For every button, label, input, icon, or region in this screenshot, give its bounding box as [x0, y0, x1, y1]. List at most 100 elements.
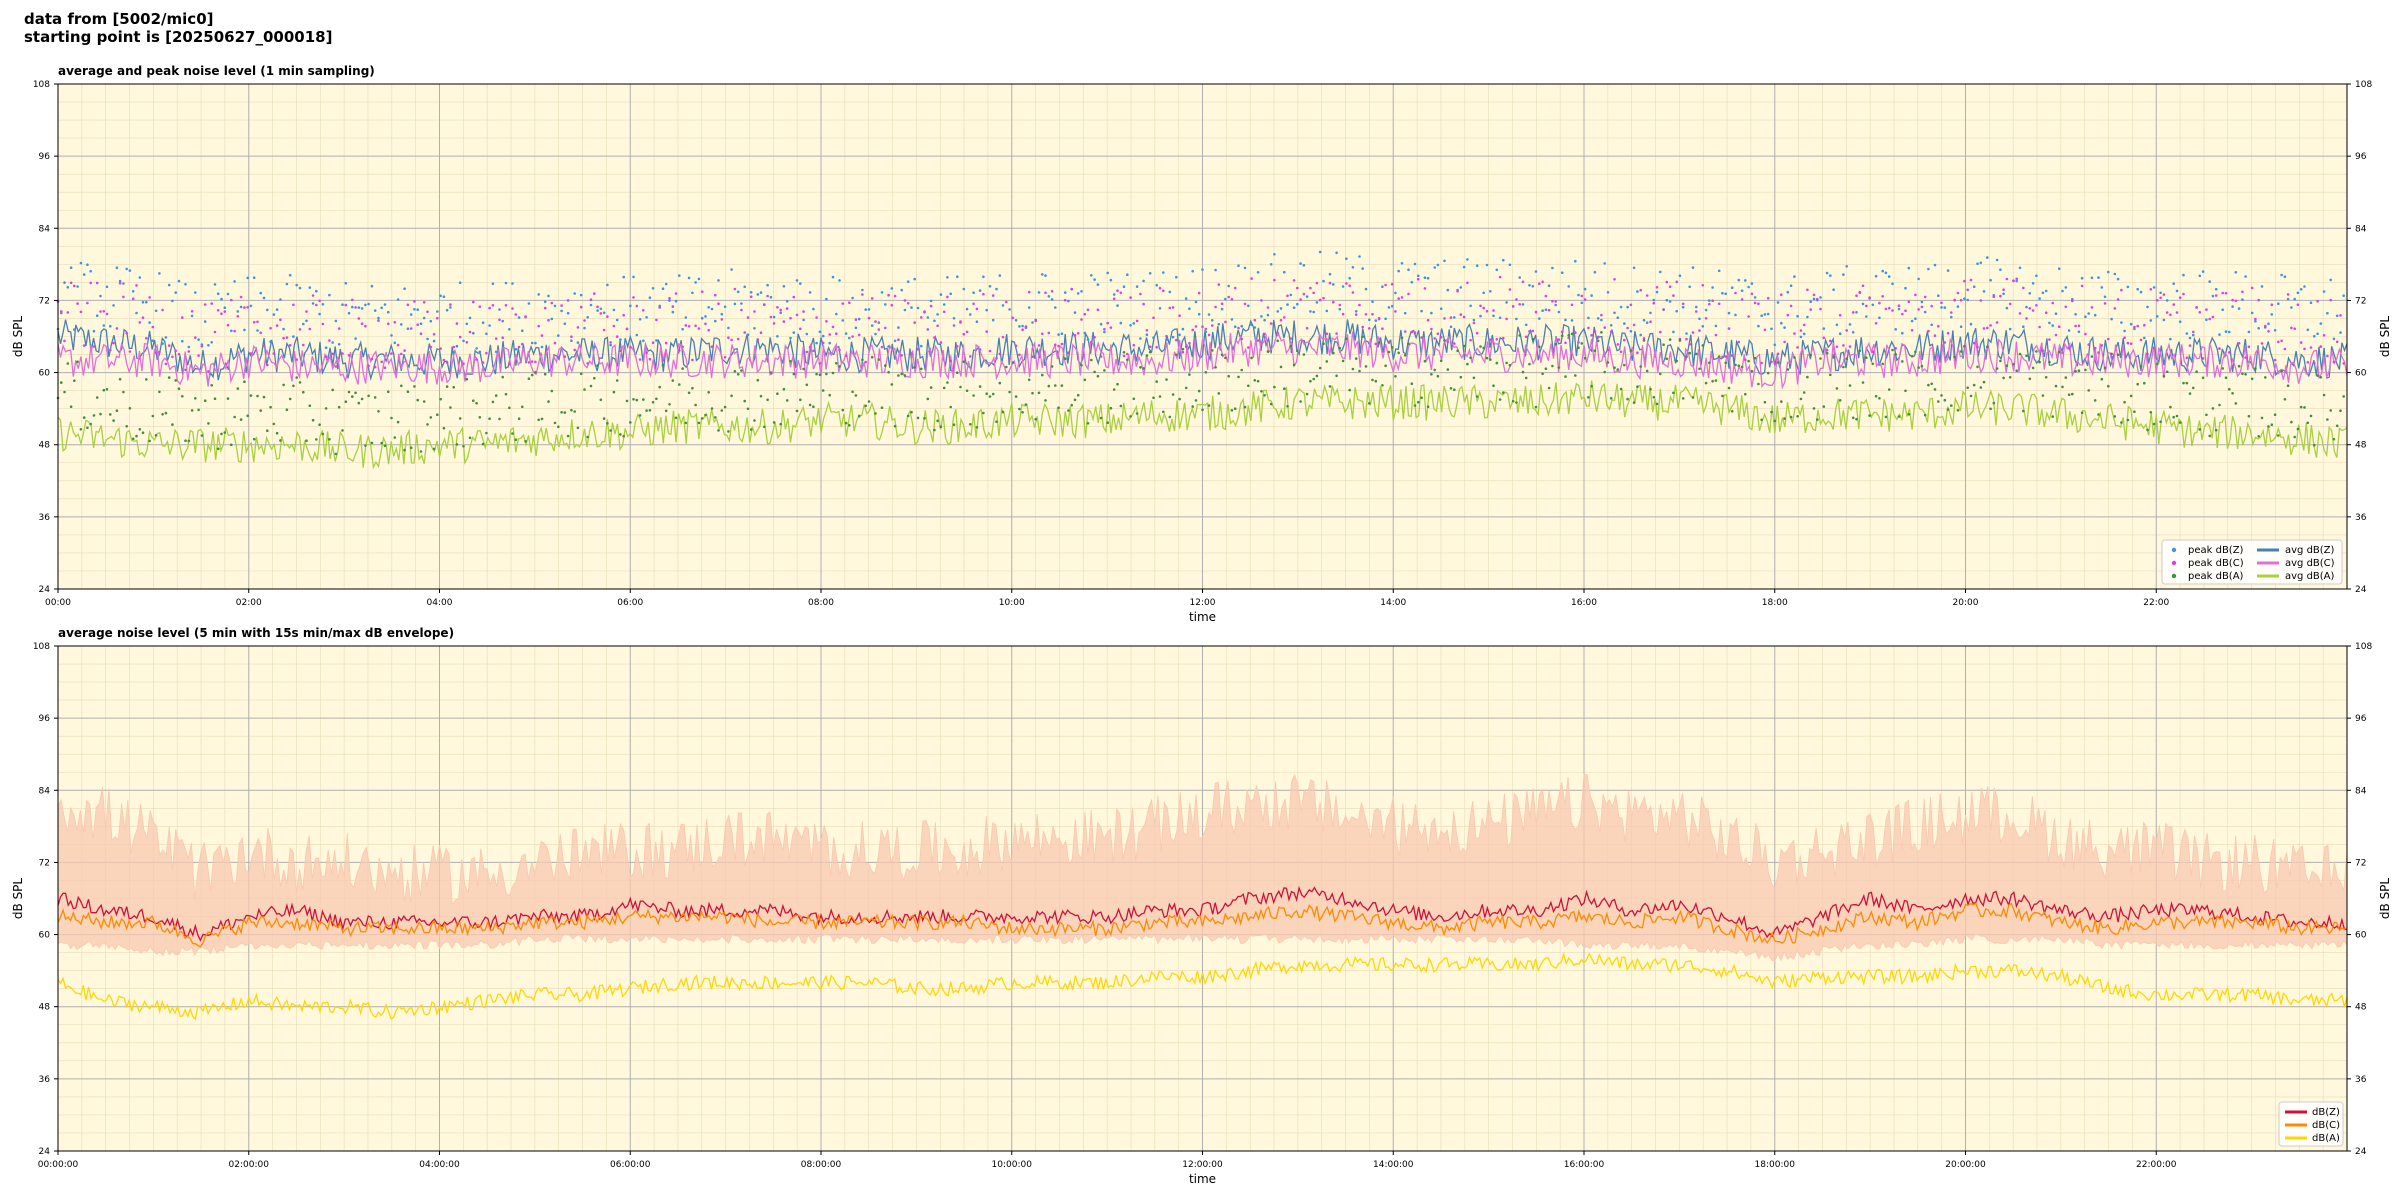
data-point	[233, 415, 236, 419]
data-point	[789, 316, 792, 320]
legend: peak dB(Z)peak dB(C)peak dB(A)avg dB(Z)a…	[2161, 539, 2343, 585]
data-point	[642, 398, 645, 401]
data-point	[1371, 300, 1374, 304]
data-point	[2156, 299, 2159, 302]
data-point	[1806, 315, 1809, 319]
data-point	[1910, 319, 1914, 323]
data-point	[1554, 303, 1557, 307]
data-point	[2022, 286, 2025, 290]
data-point	[2064, 286, 2068, 289]
data-point	[1969, 322, 1973, 326]
data-point	[1394, 375, 1397, 378]
data-point	[452, 386, 456, 389]
data-point	[1943, 341, 1947, 344]
data-point	[373, 309, 377, 312]
data-point	[2113, 272, 2117, 276]
data-point	[1802, 332, 1806, 336]
data-point	[586, 316, 589, 319]
data-point	[1953, 355, 1956, 359]
data-point	[687, 276, 691, 280]
data-point	[1165, 378, 1168, 381]
data-point	[243, 328, 246, 332]
data-point	[141, 300, 145, 304]
data-point	[1188, 341, 1191, 345]
data-point	[1874, 394, 1878, 398]
data-point	[360, 322, 364, 326]
y-axis-label-right: dB SPL	[2378, 878, 2392, 920]
y-tick-label-left: 60	[39, 931, 51, 941]
data-point	[1878, 301, 1881, 305]
data-point	[275, 431, 279, 435]
data-point	[1995, 321, 1999, 324]
data-point	[772, 421, 776, 424]
data-point	[285, 408, 289, 412]
data-point	[1884, 307, 1888, 311]
data-point	[795, 279, 799, 282]
data-point	[589, 298, 593, 302]
data-point	[1675, 359, 1678, 363]
data-point	[1449, 387, 1453, 390]
data-point	[1848, 323, 1852, 326]
data-point	[439, 397, 442, 401]
data-point	[1799, 397, 1803, 401]
y-tick-label-right: 36	[2355, 513, 2367, 523]
data-point	[1256, 379, 1260, 383]
data-point	[1636, 385, 1639, 389]
data-point	[1446, 340, 1450, 344]
data-point	[514, 313, 518, 316]
data-point	[1701, 284, 1705, 287]
y-tick-label-left: 48	[39, 1003, 51, 1013]
data-point	[1279, 307, 1283, 310]
data-point	[400, 352, 403, 356]
data-point	[1475, 264, 1479, 268]
data-point	[151, 339, 155, 343]
data-point	[158, 350, 161, 354]
data-point	[1645, 321, 1649, 325]
data-point	[815, 372, 818, 376]
data-point	[468, 316, 472, 320]
data-point	[190, 310, 194, 313]
data-point	[380, 441, 384, 445]
data-point	[1217, 323, 1221, 326]
data-point	[1381, 384, 1384, 387]
y-tick-label-right: 60	[2355, 931, 2367, 941]
data-point	[880, 345, 884, 349]
data-point	[1364, 365, 1368, 368]
data-point	[1148, 345, 1152, 349]
data-point	[1286, 303, 1289, 306]
data-point	[295, 376, 299, 379]
data-point	[655, 318, 658, 322]
data-point	[1325, 332, 1329, 336]
data-point	[1557, 338, 1561, 341]
data-point	[2257, 435, 2260, 438]
data-point	[530, 341, 534, 345]
data-point	[841, 408, 845, 412]
data-point	[1211, 349, 1214, 352]
data-point	[1351, 266, 1355, 269]
data-point	[416, 323, 420, 327]
data-point	[141, 431, 145, 435]
data-point	[269, 340, 272, 343]
data-point	[2319, 322, 2323, 325]
data-point	[848, 424, 851, 427]
data-point	[1871, 362, 1875, 366]
data-point	[942, 310, 946, 314]
data-point	[1332, 300, 1335, 304]
data-point	[1168, 290, 1172, 294]
data-point	[1979, 261, 1983, 265]
data-point	[537, 418, 540, 422]
data-point	[282, 327, 285, 331]
data-point	[2290, 306, 2293, 309]
data-point	[864, 404, 867, 408]
data-point	[1894, 353, 1897, 356]
data-point	[723, 305, 727, 309]
data-point	[145, 300, 148, 304]
data-point	[1511, 305, 1515, 308]
data-point	[844, 421, 848, 425]
data-point	[926, 328, 930, 331]
data-point	[1433, 337, 1436, 340]
y-tick-label-left: 60	[39, 369, 51, 379]
data-point	[566, 434, 570, 438]
data-point	[2342, 395, 2345, 398]
data-point	[939, 425, 943, 429]
